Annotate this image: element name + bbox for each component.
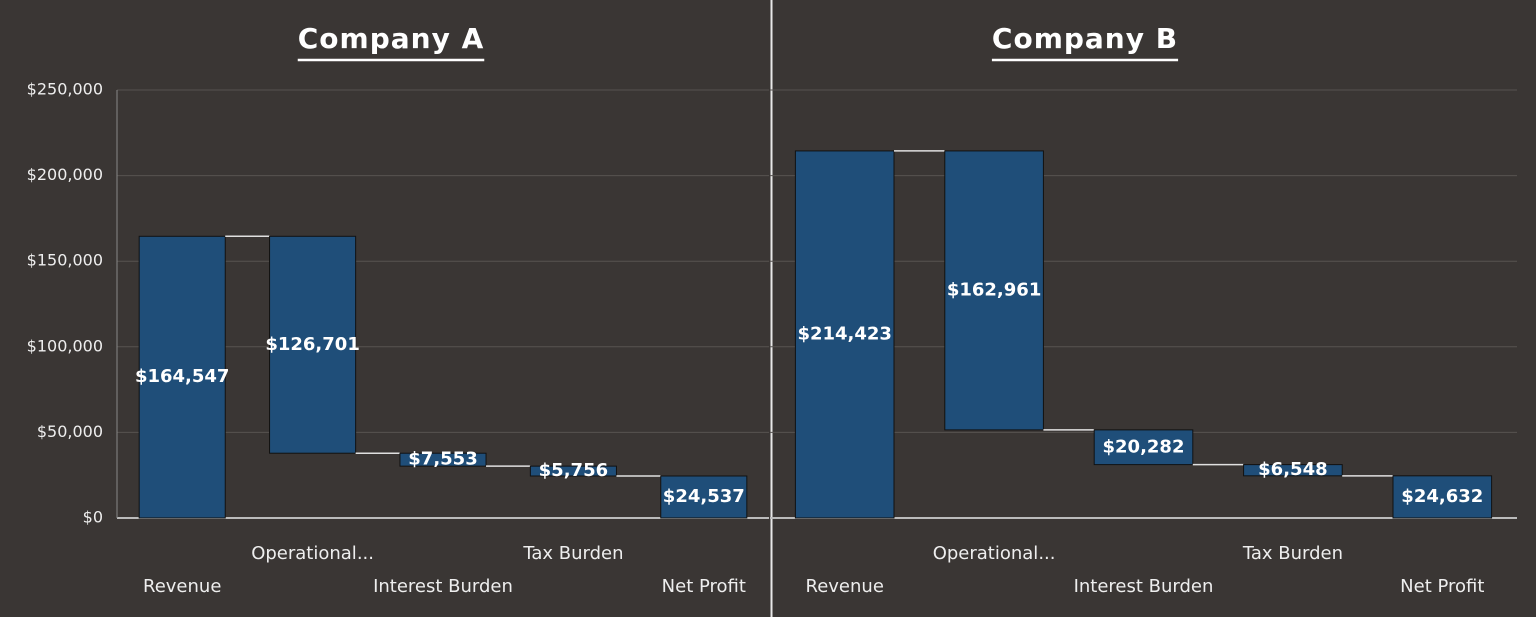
x-tick-label: Net Profit bbox=[1400, 576, 1484, 597]
bar bbox=[1093, 429, 1194, 466]
bar bbox=[529, 465, 617, 477]
data-label: $126,701 bbox=[265, 334, 360, 355]
y-tick-label: $0 bbox=[83, 508, 103, 527]
bar bbox=[794, 150, 895, 519]
chart-title: Company A bbox=[298, 22, 485, 55]
x-tick-label: Revenue bbox=[806, 576, 884, 597]
bar bbox=[944, 150, 1044, 431]
data-label: $214,423 bbox=[797, 323, 892, 344]
y-tick-label: $250,000 bbox=[27, 80, 103, 99]
x-tick-label: Net Profit bbox=[662, 576, 746, 597]
bar bbox=[660, 475, 748, 519]
data-label: $7,553 bbox=[408, 449, 477, 470]
x-tick-label: Operational... bbox=[933, 543, 1056, 564]
data-label: $5,756 bbox=[539, 460, 608, 481]
data-label: $162,961 bbox=[947, 279, 1042, 300]
data-label: $24,537 bbox=[663, 486, 745, 507]
y-tick-label: $50,000 bbox=[37, 422, 103, 441]
data-label: $164,547 bbox=[135, 366, 230, 387]
y-tick-label: $150,000 bbox=[27, 251, 103, 270]
x-tick-label: Tax Burden bbox=[1242, 543, 1343, 564]
bar bbox=[1243, 464, 1343, 477]
bar bbox=[269, 235, 357, 454]
data-label: $20,282 bbox=[1103, 436, 1185, 457]
data-label: $6,548 bbox=[1258, 459, 1327, 480]
data-label: $24,632 bbox=[1401, 486, 1483, 507]
bar bbox=[138, 235, 226, 519]
x-tick-label: Interest Burden bbox=[373, 576, 513, 597]
x-tick-label: Revenue bbox=[143, 576, 221, 597]
y-tick-label: $200,000 bbox=[27, 165, 103, 184]
bar bbox=[399, 452, 487, 467]
y-tick-label: $100,000 bbox=[27, 336, 103, 355]
x-tick-label: Tax Burden bbox=[522, 543, 623, 564]
chart-title: Company B bbox=[992, 22, 1178, 55]
x-tick-label: Interest Burden bbox=[1074, 576, 1214, 597]
bar bbox=[1392, 475, 1493, 519]
x-tick-label: Operational... bbox=[251, 543, 374, 564]
